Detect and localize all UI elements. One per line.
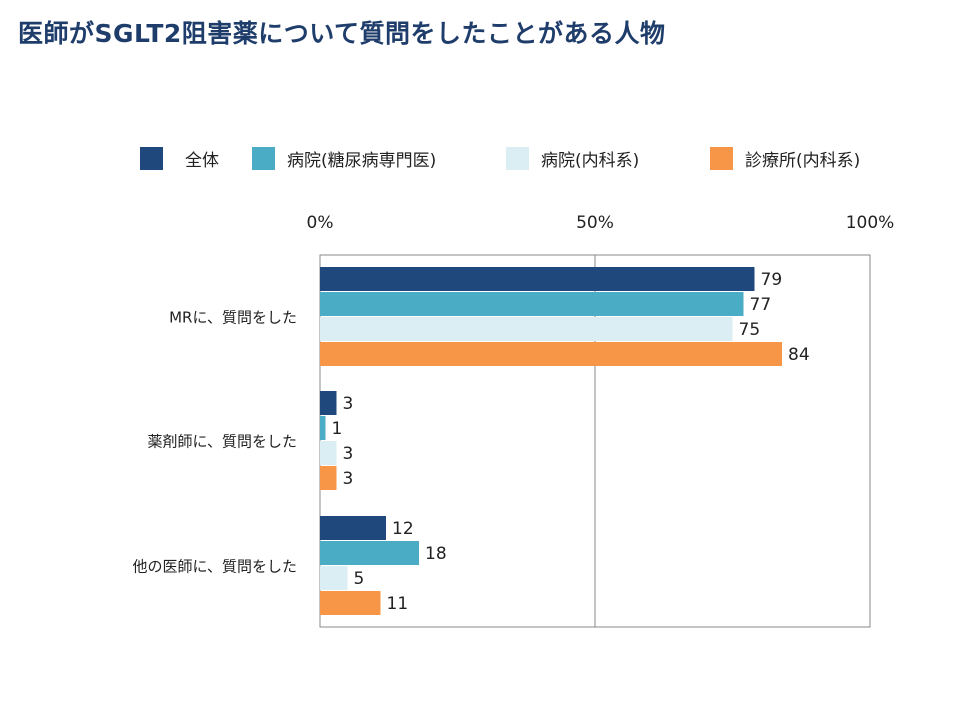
legend-label-hospital-internal: 病院(内科系) xyxy=(541,151,640,171)
legend: 全体 病院(糖尿病専門医) 病院(内科系) 診療所(内科系) xyxy=(0,0,960,200)
bar-other-doctor-series-1 xyxy=(320,541,419,565)
value-label-other-doctor-series-0: 12 xyxy=(392,519,414,539)
bar-pharmacist-series-0 xyxy=(320,391,337,415)
legend-item-clinic-internal: 診療所(内科系) xyxy=(710,146,860,171)
bar-pharmacist-series-3 xyxy=(320,466,337,490)
legend-label-overall: 全体 xyxy=(185,151,219,171)
value-label-pharmacist-series-3: 3 xyxy=(343,469,354,489)
value-label-pharmacist-series-1: 1 xyxy=(332,419,343,439)
value-label-mr-series-2: 75 xyxy=(739,320,761,340)
bar-other-doctor-series-0 xyxy=(320,516,386,540)
value-label-other-doctor-series-1: 18 xyxy=(425,544,447,564)
legend-swatch-hospital-diabetes xyxy=(252,147,275,170)
bar-mr-series-2 xyxy=(320,317,733,341)
legend-item-hospital-diabetes: 病院(糖尿病専門医) xyxy=(252,146,436,171)
category-label-mr: MRに、質問をした xyxy=(169,308,297,327)
value-label-other-doctor-series-2: 5 xyxy=(354,569,365,589)
x-tick-label-100: 100% xyxy=(845,213,895,233)
category-label-pharmacist: 薬剤師に、質問をした xyxy=(147,432,297,451)
legend-item-overall: 全体 xyxy=(140,146,219,171)
bar-mr-series-1 xyxy=(320,292,744,316)
value-label-mr-series-1: 77 xyxy=(750,295,772,315)
bar-pharmacist-series-2 xyxy=(320,441,337,465)
value-label-pharmacist-series-0: 3 xyxy=(343,394,354,414)
chart-title: 医師がSGLT2阻害薬について質問をしたことがある人物 xyxy=(18,19,666,48)
x-tick-label-50: 50% xyxy=(576,213,614,233)
legend-item-hospital-internal: 病院(内科系) xyxy=(506,146,639,171)
legend-label-hospital-diabetes: 病院(糖尿病専門医) xyxy=(287,151,437,171)
value-label-other-doctor-series-3: 11 xyxy=(387,594,409,614)
x-tick-label-0: 0% xyxy=(306,213,334,233)
value-label-pharmacist-series-2: 3 xyxy=(343,444,354,464)
bar-mr-series-0 xyxy=(320,267,755,291)
value-label-mr-series-3: 84 xyxy=(788,345,810,365)
bar-mr-series-3 xyxy=(320,342,782,366)
bar-other-doctor-series-2 xyxy=(320,566,348,590)
value-label-mr-series-0: 79 xyxy=(761,270,783,290)
legend-swatch-clinic-internal xyxy=(710,147,733,170)
bar-pharmacist-series-1 xyxy=(320,416,326,440)
legend-label-clinic-internal: 診療所(内科系) xyxy=(745,151,861,171)
legend-swatch-hospital-internal xyxy=(506,147,529,170)
category-label-other-doctor: 他の医師に、質問をした xyxy=(132,557,297,576)
legend-swatch-overall xyxy=(140,147,163,170)
bar-other-doctor-series-3 xyxy=(320,591,381,615)
